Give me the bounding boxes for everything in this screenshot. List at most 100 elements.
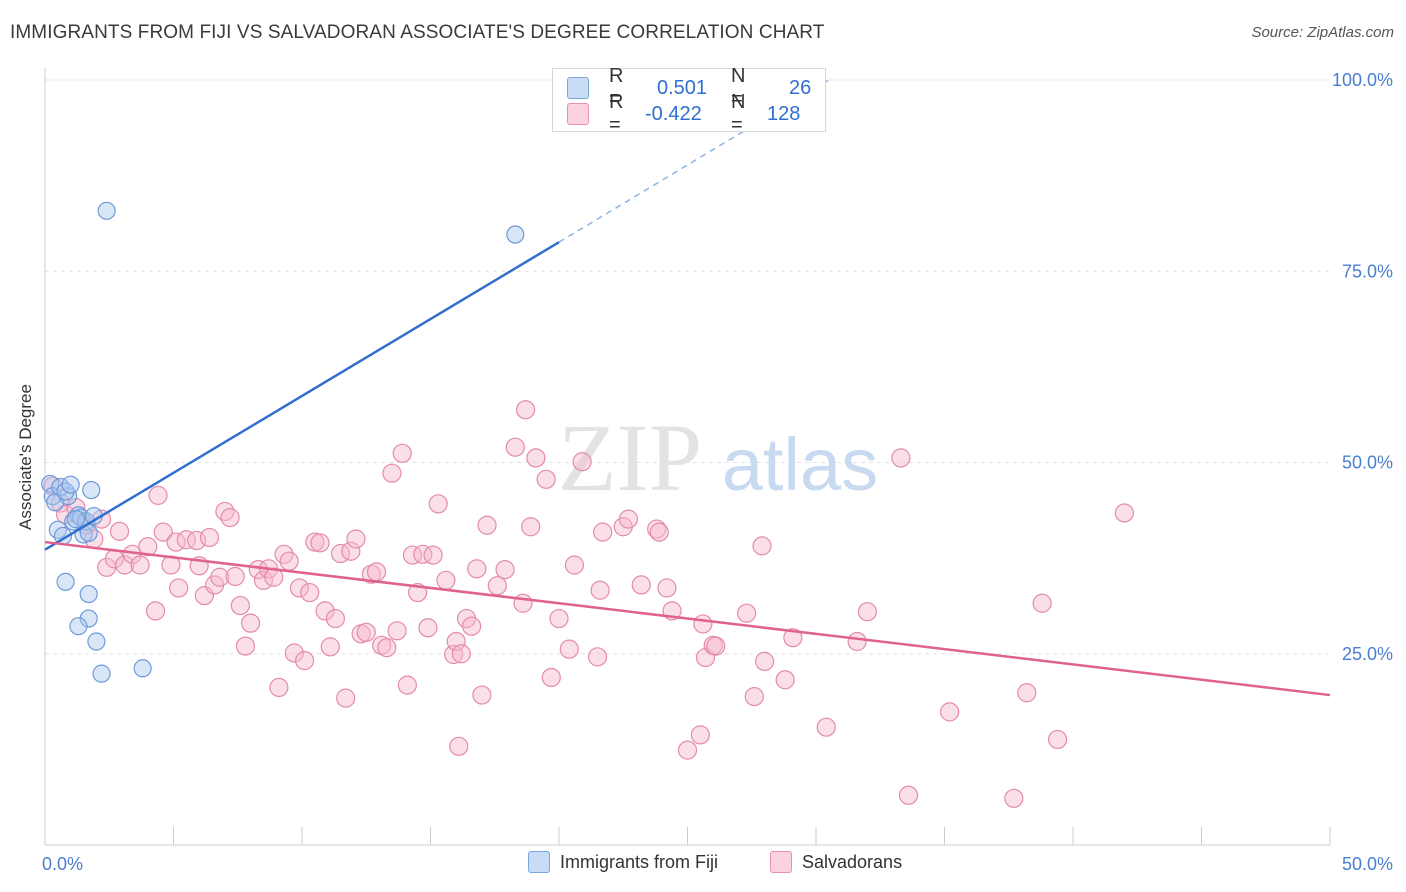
data-point <box>305 532 325 552</box>
data-point <box>744 686 764 707</box>
data-point <box>737 603 757 623</box>
data-point <box>289 578 310 598</box>
data-point <box>515 400 536 420</box>
data-point <box>115 555 135 575</box>
axes <box>44 68 1331 846</box>
data-point <box>66 510 85 529</box>
data-point <box>436 570 456 590</box>
data-point <box>230 595 250 616</box>
data-point <box>449 736 469 756</box>
data-point <box>284 643 304 663</box>
data-point <box>706 636 726 656</box>
r-value: 0.501 <box>657 76 708 99</box>
data-point <box>462 616 482 636</box>
data-point <box>891 448 911 468</box>
data-point <box>387 621 407 641</box>
data-point <box>392 443 412 463</box>
data-point <box>315 601 335 621</box>
data-point <box>752 536 772 556</box>
data-point <box>857 602 878 622</box>
data-point <box>92 664 111 683</box>
data-point <box>754 651 775 672</box>
data-point <box>199 527 220 548</box>
legend-label: Immigrants from Fiji <box>560 851 719 872</box>
data-point <box>1004 788 1024 808</box>
data-point <box>559 639 579 659</box>
data-point <box>294 651 315 671</box>
data-point <box>97 201 116 220</box>
data-point <box>526 448 546 468</box>
data-point <box>215 501 235 522</box>
legend-item-fiji[interactable]: Immigrants from Fiji <box>528 851 718 873</box>
salvadorans-legend-swatch <box>770 851 792 873</box>
data-point <box>847 631 867 652</box>
n-label: N = <box>731 91 746 136</box>
n-value: 26 <box>789 76 812 99</box>
data-point <box>690 725 710 745</box>
stats-box: R = 0.501 N = 26 R = -0.422 N = 128 <box>552 65 826 136</box>
data-point <box>587 647 608 667</box>
data-point <box>133 659 152 678</box>
r-label: R = <box>609 91 624 136</box>
data-point <box>310 533 330 553</box>
data-point <box>477 515 497 535</box>
data-point <box>56 572 75 591</box>
data-point <box>382 463 402 483</box>
watermark: ZIP atlas <box>558 404 878 511</box>
data-point <box>235 636 256 656</box>
data-point <box>590 580 610 600</box>
data-point <box>109 521 130 541</box>
data-point <box>467 559 487 579</box>
data-point <box>300 582 320 603</box>
data-point <box>130 555 150 575</box>
legend-label: Salvadorans <box>802 851 903 872</box>
data-point <box>279 551 299 571</box>
n-value: 128 <box>767 102 801 125</box>
chart-title: IMMIGRANTS FROM FIJI VS SALVADORAN ASSOC… <box>10 22 825 43</box>
data-point <box>446 631 466 652</box>
data-point <box>487 576 507 596</box>
data-point <box>325 608 346 629</box>
data-point <box>451 644 471 664</box>
data-point <box>241 613 261 633</box>
x-tick-label: 50.0% <box>1342 854 1393 874</box>
data-point <box>138 537 158 557</box>
r-label: R = <box>609 65 624 110</box>
data-point <box>513 593 533 613</box>
data-point <box>413 544 433 564</box>
data-point <box>647 519 667 539</box>
data-point <box>377 638 397 658</box>
data-point <box>505 437 525 457</box>
fiji-points <box>41 201 525 683</box>
data-point <box>693 614 713 634</box>
data-point <box>1114 503 1135 523</box>
data-point <box>82 480 101 500</box>
data-point <box>220 507 240 528</box>
data-point <box>402 545 423 565</box>
data-point <box>418 618 438 638</box>
legend-item-salvadorans[interactable]: Salvadorans <box>770 851 902 873</box>
data-point <box>225 566 245 587</box>
data-point <box>366 562 387 582</box>
data-point <box>593 522 613 542</box>
y-tick-label: 75.0% <box>1342 261 1393 281</box>
data-point <box>269 677 289 698</box>
y-tick-label: 25.0% <box>1342 644 1393 664</box>
data-point <box>898 785 919 805</box>
data-point <box>521 517 541 537</box>
data-point <box>631 575 651 595</box>
fiji-swatch <box>567 77 589 99</box>
data-point <box>1017 683 1037 703</box>
data-point <box>564 555 585 575</box>
data-point <box>341 541 361 561</box>
salvadorans-swatch <box>567 103 589 125</box>
data-point <box>79 609 98 628</box>
data-point <box>145 601 166 621</box>
salvadorans-points <box>43 400 1135 808</box>
data-point <box>1047 729 1068 750</box>
tick-labels: 25.0% 50.0% 75.0% 100.0% 0.0% 50.0% <box>42 70 1393 874</box>
data-point <box>657 578 677 598</box>
salvadorans-trend-line <box>44 540 1331 697</box>
data-point <box>346 529 366 549</box>
